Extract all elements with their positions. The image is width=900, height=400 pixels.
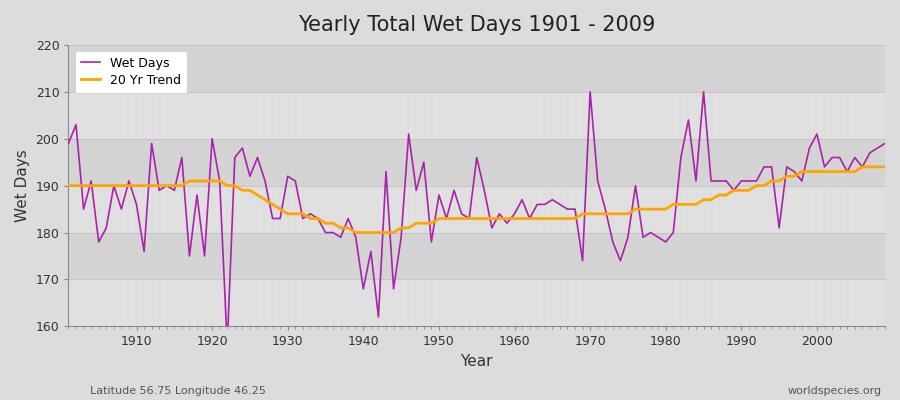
Wet Days — [517, 197, 527, 202]
Wet Days — [297, 216, 308, 221]
Wet Days — [63, 141, 74, 146]
Text: Latitude 56.75 Longitude 46.25: Latitude 56.75 Longitude 46.25 — [90, 386, 266, 396]
20 Yr Trend — [879, 164, 890, 169]
Bar — [68, 280, 885, 326]
Legend: Wet Days, 20 Yr Trend: Wet Days, 20 Yr Trend — [75, 51, 187, 93]
Wet Days — [123, 178, 134, 183]
20 Yr Trend — [335, 226, 346, 230]
20 Yr Trend — [123, 183, 134, 188]
Wet Days — [615, 258, 626, 263]
Bar — [68, 186, 885, 232]
Line: Wet Days: Wet Days — [68, 92, 885, 345]
20 Yr Trend — [608, 212, 618, 216]
Text: worldspecies.org: worldspecies.org — [788, 386, 882, 396]
20 Yr Trend — [509, 216, 520, 221]
Wet Days — [221, 343, 232, 348]
Wet Days — [879, 141, 890, 146]
Wet Days — [509, 212, 520, 216]
Bar — [68, 45, 885, 92]
Bar — [68, 232, 885, 280]
20 Yr Trend — [517, 216, 527, 221]
Bar — [68, 139, 885, 186]
20 Yr Trend — [290, 212, 301, 216]
Bar — [68, 92, 885, 139]
Line: 20 Yr Trend: 20 Yr Trend — [68, 167, 885, 232]
20 Yr Trend — [350, 230, 361, 235]
20 Yr Trend — [63, 183, 74, 188]
Wet Days — [585, 90, 596, 94]
20 Yr Trend — [857, 164, 868, 169]
Title: Yearly Total Wet Days 1901 - 2009: Yearly Total Wet Days 1901 - 2009 — [298, 15, 655, 35]
Wet Days — [343, 216, 354, 221]
Y-axis label: Wet Days: Wet Days — [15, 149, 30, 222]
X-axis label: Year: Year — [461, 354, 493, 369]
